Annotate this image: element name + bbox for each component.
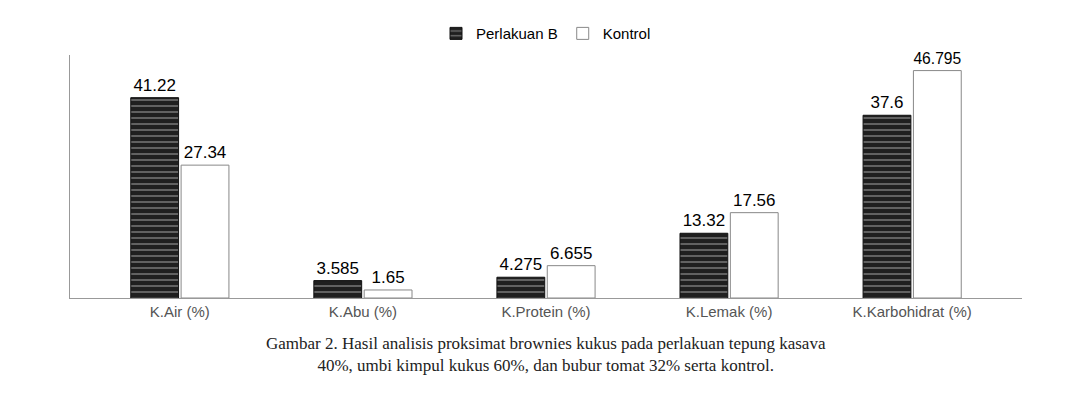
svg-text:Gambar 2. Hasil analisis proks: Gambar 2. Hasil analisis proksimat brown… (266, 334, 826, 375)
svg-text:41.22: 41.22 (133, 76, 176, 95)
svg-text:Perlakuan B: Perlakuan B (476, 25, 558, 42)
svg-text:13.32: 13.32 (683, 211, 726, 230)
svg-text:K.Lemak (%): K.Lemak (%) (686, 303, 773, 320)
svg-text:Kontrol: Kontrol (603, 25, 651, 42)
svg-text:37.6: 37.6 (870, 93, 903, 112)
svg-text:K.Abu (%): K.Abu (%) (329, 303, 397, 320)
svg-text:K.Protein (%): K.Protein (%) (501, 303, 590, 320)
svg-text:4.275: 4.275 (500, 255, 543, 274)
svg-text:46.795: 46.795 (913, 50, 961, 67)
svg-text:17.56: 17.56 (733, 191, 776, 210)
svg-text:3.585: 3.585 (316, 259, 359, 278)
svg-text:27.34: 27.34 (184, 143, 227, 162)
svg-text:K.Air (%): K.Air (%) (150, 303, 210, 320)
svg-text:6.655: 6.655 (550, 244, 593, 263)
svg-text:K.Karbohidrat (%): K.Karbohidrat (%) (853, 303, 972, 320)
svg-text:1.65: 1.65 (372, 268, 405, 287)
